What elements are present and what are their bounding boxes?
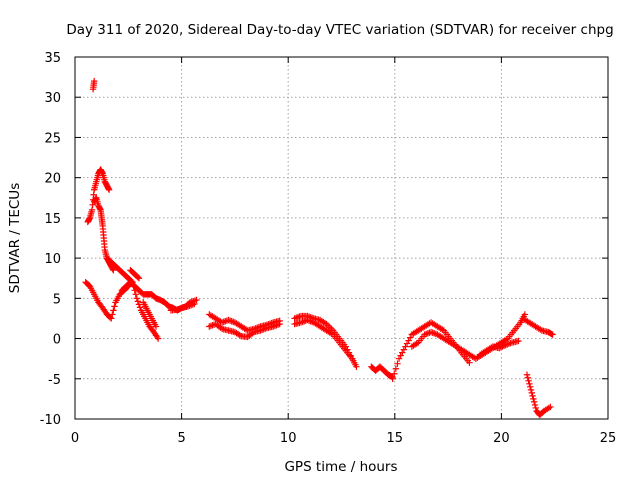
data-point	[90, 77, 98, 85]
data-point-fill	[394, 360, 401, 367]
y-tick-label-10: 10	[44, 252, 61, 267]
x-tick-label-25: 25	[600, 431, 617, 446]
data-point-fill	[300, 318, 308, 325]
y-tick-label-25: 25	[44, 131, 61, 146]
data-point-fill	[110, 307, 117, 314]
data-point	[191, 300, 198, 308]
data-point	[515, 337, 522, 345]
x-tick-label-10: 10	[280, 431, 297, 446]
data-point	[547, 403, 554, 411]
y-tick-label--10: -10	[40, 413, 61, 428]
y-tick-label--5: -5	[48, 373, 61, 388]
data-point	[133, 295, 141, 302]
data-point	[353, 363, 360, 370]
data-point	[466, 359, 473, 366]
data-point-fill	[403, 340, 411, 347]
data-point	[395, 355, 403, 362]
data-point	[402, 343, 409, 350]
data-point-fill	[548, 330, 555, 338]
data-point	[348, 355, 356, 362]
y-tick-label-5: 5	[53, 292, 61, 307]
data-point-fill	[407, 334, 414, 341]
data-point-fill	[134, 298, 142, 305]
data-point-fill	[392, 365, 400, 372]
data-point-fill	[134, 274, 142, 281]
grid-lines	[75, 57, 608, 419]
data-point-fill	[531, 401, 539, 409]
x-axis-label: GPS time / hours	[284, 459, 397, 475]
y-tick-label-15: 15	[44, 212, 61, 227]
data-point-fill	[532, 404, 539, 412]
data-point	[135, 275, 143, 282]
data-point-fill	[525, 377, 532, 384]
y-tick-label-35: 35	[44, 51, 61, 66]
data-point	[154, 335, 162, 342]
chart-title: Day 311 of 2020, Sidereal Day-to-day VTE…	[66, 22, 613, 38]
data-point-fill	[399, 349, 406, 356]
data-point	[523, 371, 531, 378]
x-tick-label-0: 0	[71, 431, 79, 446]
y-tick-label-30: 30	[44, 91, 61, 106]
axis-ticks: 0 5 10 15 20 25 -10 -5 0 5 10 15 20 25 30 35	[40, 51, 617, 446]
data-points	[82, 77, 556, 419]
data-point	[549, 331, 556, 338]
data-point-fill	[530, 398, 538, 406]
data-point	[193, 296, 200, 304]
data-point-fill	[528, 389, 535, 397]
data-point-fill	[405, 337, 412, 344]
data-point	[526, 383, 534, 391]
data-point-fill	[391, 370, 398, 377]
x-tick-label-5: 5	[177, 431, 185, 446]
data-point-fill	[109, 311, 116, 318]
data-point-fill	[397, 352, 404, 359]
data-point-fill	[400, 346, 408, 353]
data-point-fill	[294, 314, 301, 321]
data-point	[108, 315, 115, 322]
data-point-fill	[111, 303, 118, 310]
data-point	[105, 186, 113, 193]
data-point	[530, 395, 537, 403]
y-axis-label: SDTVAR / TECUs	[7, 183, 23, 293]
y-tick-label-0: 0	[53, 333, 61, 348]
plot-frame	[74, 56, 609, 420]
data-point-fill	[222, 318, 229, 325]
data-point	[276, 320, 283, 328]
data-point-fill	[527, 386, 535, 394]
x-tick-label-15: 15	[387, 431, 404, 446]
data-point-fill	[132, 291, 139, 298]
x-tick-label-20: 20	[493, 431, 510, 446]
data-point-fill	[136, 304, 144, 311]
data-point-fill	[424, 330, 432, 337]
data-point	[389, 375, 396, 382]
data-point-fill	[529, 392, 536, 400]
data-point-fill	[526, 380, 533, 388]
data-point-fill	[524, 374, 531, 381]
y-tick-label-20: 20	[44, 172, 61, 187]
data-point	[152, 323, 160, 330]
data-point	[110, 266, 117, 274]
